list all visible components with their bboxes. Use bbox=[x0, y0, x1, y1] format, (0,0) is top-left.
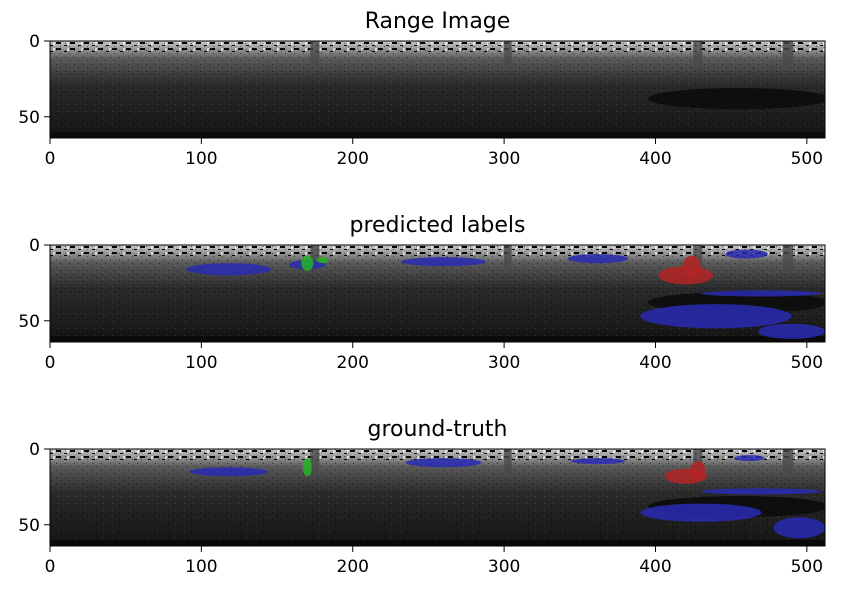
label-blue-region bbox=[758, 323, 825, 339]
label-green-region bbox=[301, 255, 314, 271]
scene-pole bbox=[310, 449, 320, 474]
x-tick-label: 500 bbox=[791, 557, 823, 577]
label-blue-region bbox=[401, 257, 486, 267]
label-red-region bbox=[682, 255, 701, 277]
panel-3: ground-truth 0 100 200 300 400 500 0 50 bbox=[18, 417, 826, 577]
label-blue-region bbox=[189, 467, 268, 477]
label-blue-region bbox=[700, 290, 822, 297]
y-tick-label: 50 bbox=[18, 312, 40, 332]
scene-pole bbox=[504, 449, 512, 474]
label-blue-region bbox=[773, 517, 825, 539]
x-tick-label: 100 bbox=[185, 353, 217, 373]
y-tick-label: 50 bbox=[18, 516, 40, 536]
panel-2: predicted labels 0 100 200 300 400 500 0 50 bbox=[18, 213, 826, 373]
y-tick-label: 0 bbox=[29, 440, 40, 460]
x-tick-label: 300 bbox=[488, 149, 520, 169]
y-tick-label: 50 bbox=[18, 108, 40, 128]
y-tick-label: 0 bbox=[29, 32, 40, 52]
x-tick-label: 100 bbox=[185, 149, 217, 169]
label-blue-region bbox=[734, 455, 765, 462]
x-tick-label: 100 bbox=[185, 557, 217, 577]
label-green-region bbox=[302, 458, 312, 477]
panel-title: Range Image bbox=[365, 9, 511, 34]
bottom-band bbox=[50, 539, 825, 546]
x-tick-label: 0 bbox=[45, 353, 56, 373]
scene-pole bbox=[310, 41, 320, 66]
x-tick-label: 400 bbox=[639, 557, 671, 577]
label-blue-region bbox=[405, 458, 482, 468]
label-blue-region bbox=[570, 458, 626, 465]
panel-1: Range Image 0 100 200 300 400 500 0 50 bbox=[18, 9, 826, 169]
bottom-band bbox=[50, 335, 825, 342]
x-tick-label: 400 bbox=[639, 149, 671, 169]
label-blue-region bbox=[640, 503, 762, 522]
x-tick-label: 400 bbox=[639, 353, 671, 373]
y-tick-label: 0 bbox=[29, 236, 40, 256]
scene-pole bbox=[693, 245, 703, 270]
label-blue-region bbox=[567, 254, 629, 264]
axes-frame bbox=[49, 448, 826, 547]
panel-title: ground-truth bbox=[368, 417, 508, 442]
x-tick-label: 300 bbox=[488, 557, 520, 577]
range-image bbox=[50, 245, 825, 342]
scene-pole bbox=[782, 245, 794, 270]
bottom-band bbox=[50, 131, 825, 138]
label-blue-region bbox=[700, 488, 822, 495]
scene-pole bbox=[782, 449, 794, 474]
range-image bbox=[50, 41, 825, 138]
x-tick-label: 500 bbox=[791, 353, 823, 373]
label-blue-region bbox=[725, 249, 768, 259]
axes-frame bbox=[49, 40, 826, 139]
x-tick-label: 200 bbox=[337, 557, 369, 577]
scene-pole bbox=[782, 41, 794, 66]
x-tick-label: 200 bbox=[337, 149, 369, 169]
label-green-region bbox=[316, 257, 329, 264]
scene-pole bbox=[310, 245, 320, 270]
panel-title: predicted labels bbox=[349, 213, 525, 238]
scene-pole bbox=[693, 41, 703, 66]
axes-frame bbox=[49, 244, 826, 343]
x-tick-label: 200 bbox=[337, 353, 369, 373]
label-blue-region bbox=[186, 263, 271, 276]
label-blue-region bbox=[640, 304, 792, 329]
scene-pole bbox=[504, 41, 512, 66]
x-tick-label: 500 bbox=[791, 149, 823, 169]
scene-pole bbox=[504, 245, 512, 270]
scene-car-shadow bbox=[647, 87, 825, 110]
x-tick-label: 0 bbox=[45, 149, 56, 169]
range-image bbox=[50, 449, 825, 546]
x-tick-label: 300 bbox=[488, 353, 520, 373]
label-red-region bbox=[690, 461, 706, 480]
x-tick-label: 0 bbox=[45, 557, 56, 577]
